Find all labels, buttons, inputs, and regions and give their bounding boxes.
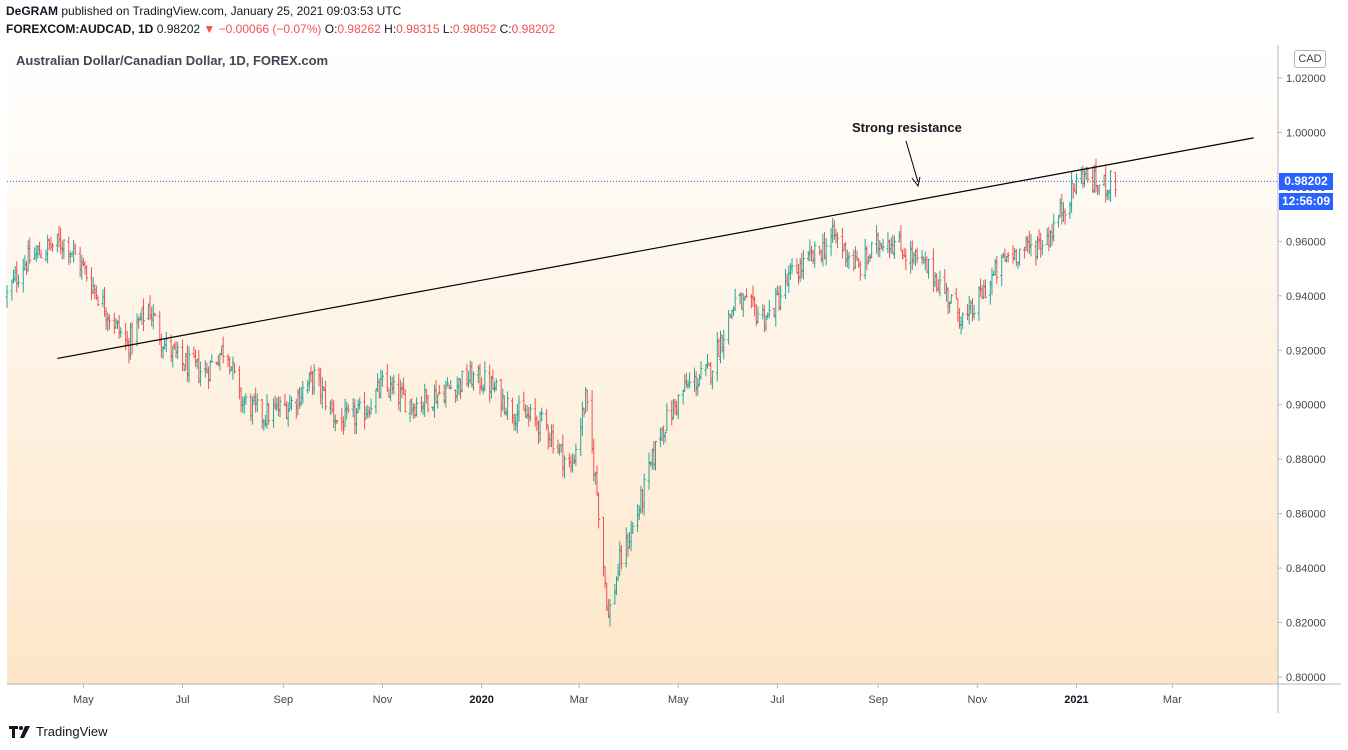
high-value: 0.98315 bbox=[396, 22, 440, 36]
price-tick-label: 1.00000 bbox=[1286, 127, 1326, 139]
tradingview-logo-icon bbox=[9, 725, 30, 738]
annotation-label[interactable]: Strong resistance bbox=[852, 120, 962, 135]
low-label: L: bbox=[442, 22, 453, 36]
time-tick-label: Sep bbox=[868, 694, 888, 706]
price-tick-label: 1.02000 bbox=[1286, 73, 1326, 85]
author-name[interactable]: DeGRAM bbox=[6, 4, 59, 18]
published-text: published on TradingView.com, January 25… bbox=[58, 4, 402, 18]
price-tick-label: 0.80000 bbox=[1286, 672, 1326, 684]
time-tick-label: Jul bbox=[770, 694, 784, 706]
open-value: 0.98262 bbox=[337, 22, 381, 36]
open-label: O: bbox=[324, 22, 338, 36]
price-tick-label: 0.82000 bbox=[1286, 618, 1326, 630]
time-tick-label: 2021 bbox=[1064, 694, 1088, 706]
price-tick-label: 0.84000 bbox=[1286, 563, 1326, 575]
price-tick-label: 0.86000 bbox=[1286, 509, 1326, 521]
price-tick-label: 0.90000 bbox=[1286, 400, 1326, 412]
close-label: C: bbox=[499, 22, 512, 36]
time-tick-label: Mar bbox=[570, 694, 589, 706]
symbol-info: FOREXCOM:AUDCAD, 1D 0.98202 ▼ −0.00066 (… bbox=[6, 22, 555, 36]
down-arrow-icon: ▼ bbox=[203, 22, 216, 36]
time-tick-label: Jul bbox=[176, 694, 190, 706]
low-value: 0.98052 bbox=[452, 22, 497, 36]
tradingview-brand[interactable]: TradingView bbox=[8, 724, 108, 739]
annotation-arrowhead bbox=[911, 176, 921, 188]
symbol-name: FOREXCOM:AUDCAD, 1D bbox=[6, 22, 154, 36]
time-tick-label: Nov bbox=[373, 694, 393, 706]
publish-info: DeGRAM published on TradingView.com, Jan… bbox=[6, 4, 401, 18]
ohlc-bars bbox=[5, 158, 1117, 627]
price-change: −0.00066 (−0.07%) bbox=[218, 22, 322, 36]
time-tick-label: Mar bbox=[1163, 694, 1182, 706]
time-axis: May Jul Sep Nov 2020 Mar May Jul Sep Nov 2021 Mar bbox=[73, 684, 1182, 706]
time-tick-label: Nov bbox=[968, 694, 988, 706]
resistance-trendline[interactable] bbox=[57, 137, 1254, 360]
price-axis-background bbox=[1278, 45, 1341, 684]
last-price: 0.98202 bbox=[156, 22, 201, 36]
annotation-arrow bbox=[905, 140, 919, 183]
time-tick-label: Sep bbox=[274, 694, 294, 706]
close-value: 0.98202 bbox=[511, 22, 556, 36]
time-tick-label: May bbox=[668, 694, 689, 706]
time-tick-label: May bbox=[73, 694, 94, 706]
price-tick-label: 0.92000 bbox=[1286, 345, 1326, 357]
pane-title: Australian Dollar/Canadian Dollar, 1D, F… bbox=[16, 53, 329, 68]
price-tick-label: 0.96000 bbox=[1286, 236, 1326, 248]
last-price-tag: 0.98202 bbox=[1279, 173, 1333, 190]
high-label: H: bbox=[384, 22, 397, 36]
price-tick-label: 0.88000 bbox=[1286, 454, 1326, 466]
bar-countdown-tag: 12:56:09 bbox=[1279, 193, 1333, 210]
price-tick-label: 0.94000 bbox=[1286, 291, 1326, 303]
currency-button[interactable]: CAD bbox=[1294, 50, 1326, 68]
footer-brand: TradingView bbox=[36, 724, 108, 739]
time-tick-label: 2020 bbox=[469, 694, 493, 706]
